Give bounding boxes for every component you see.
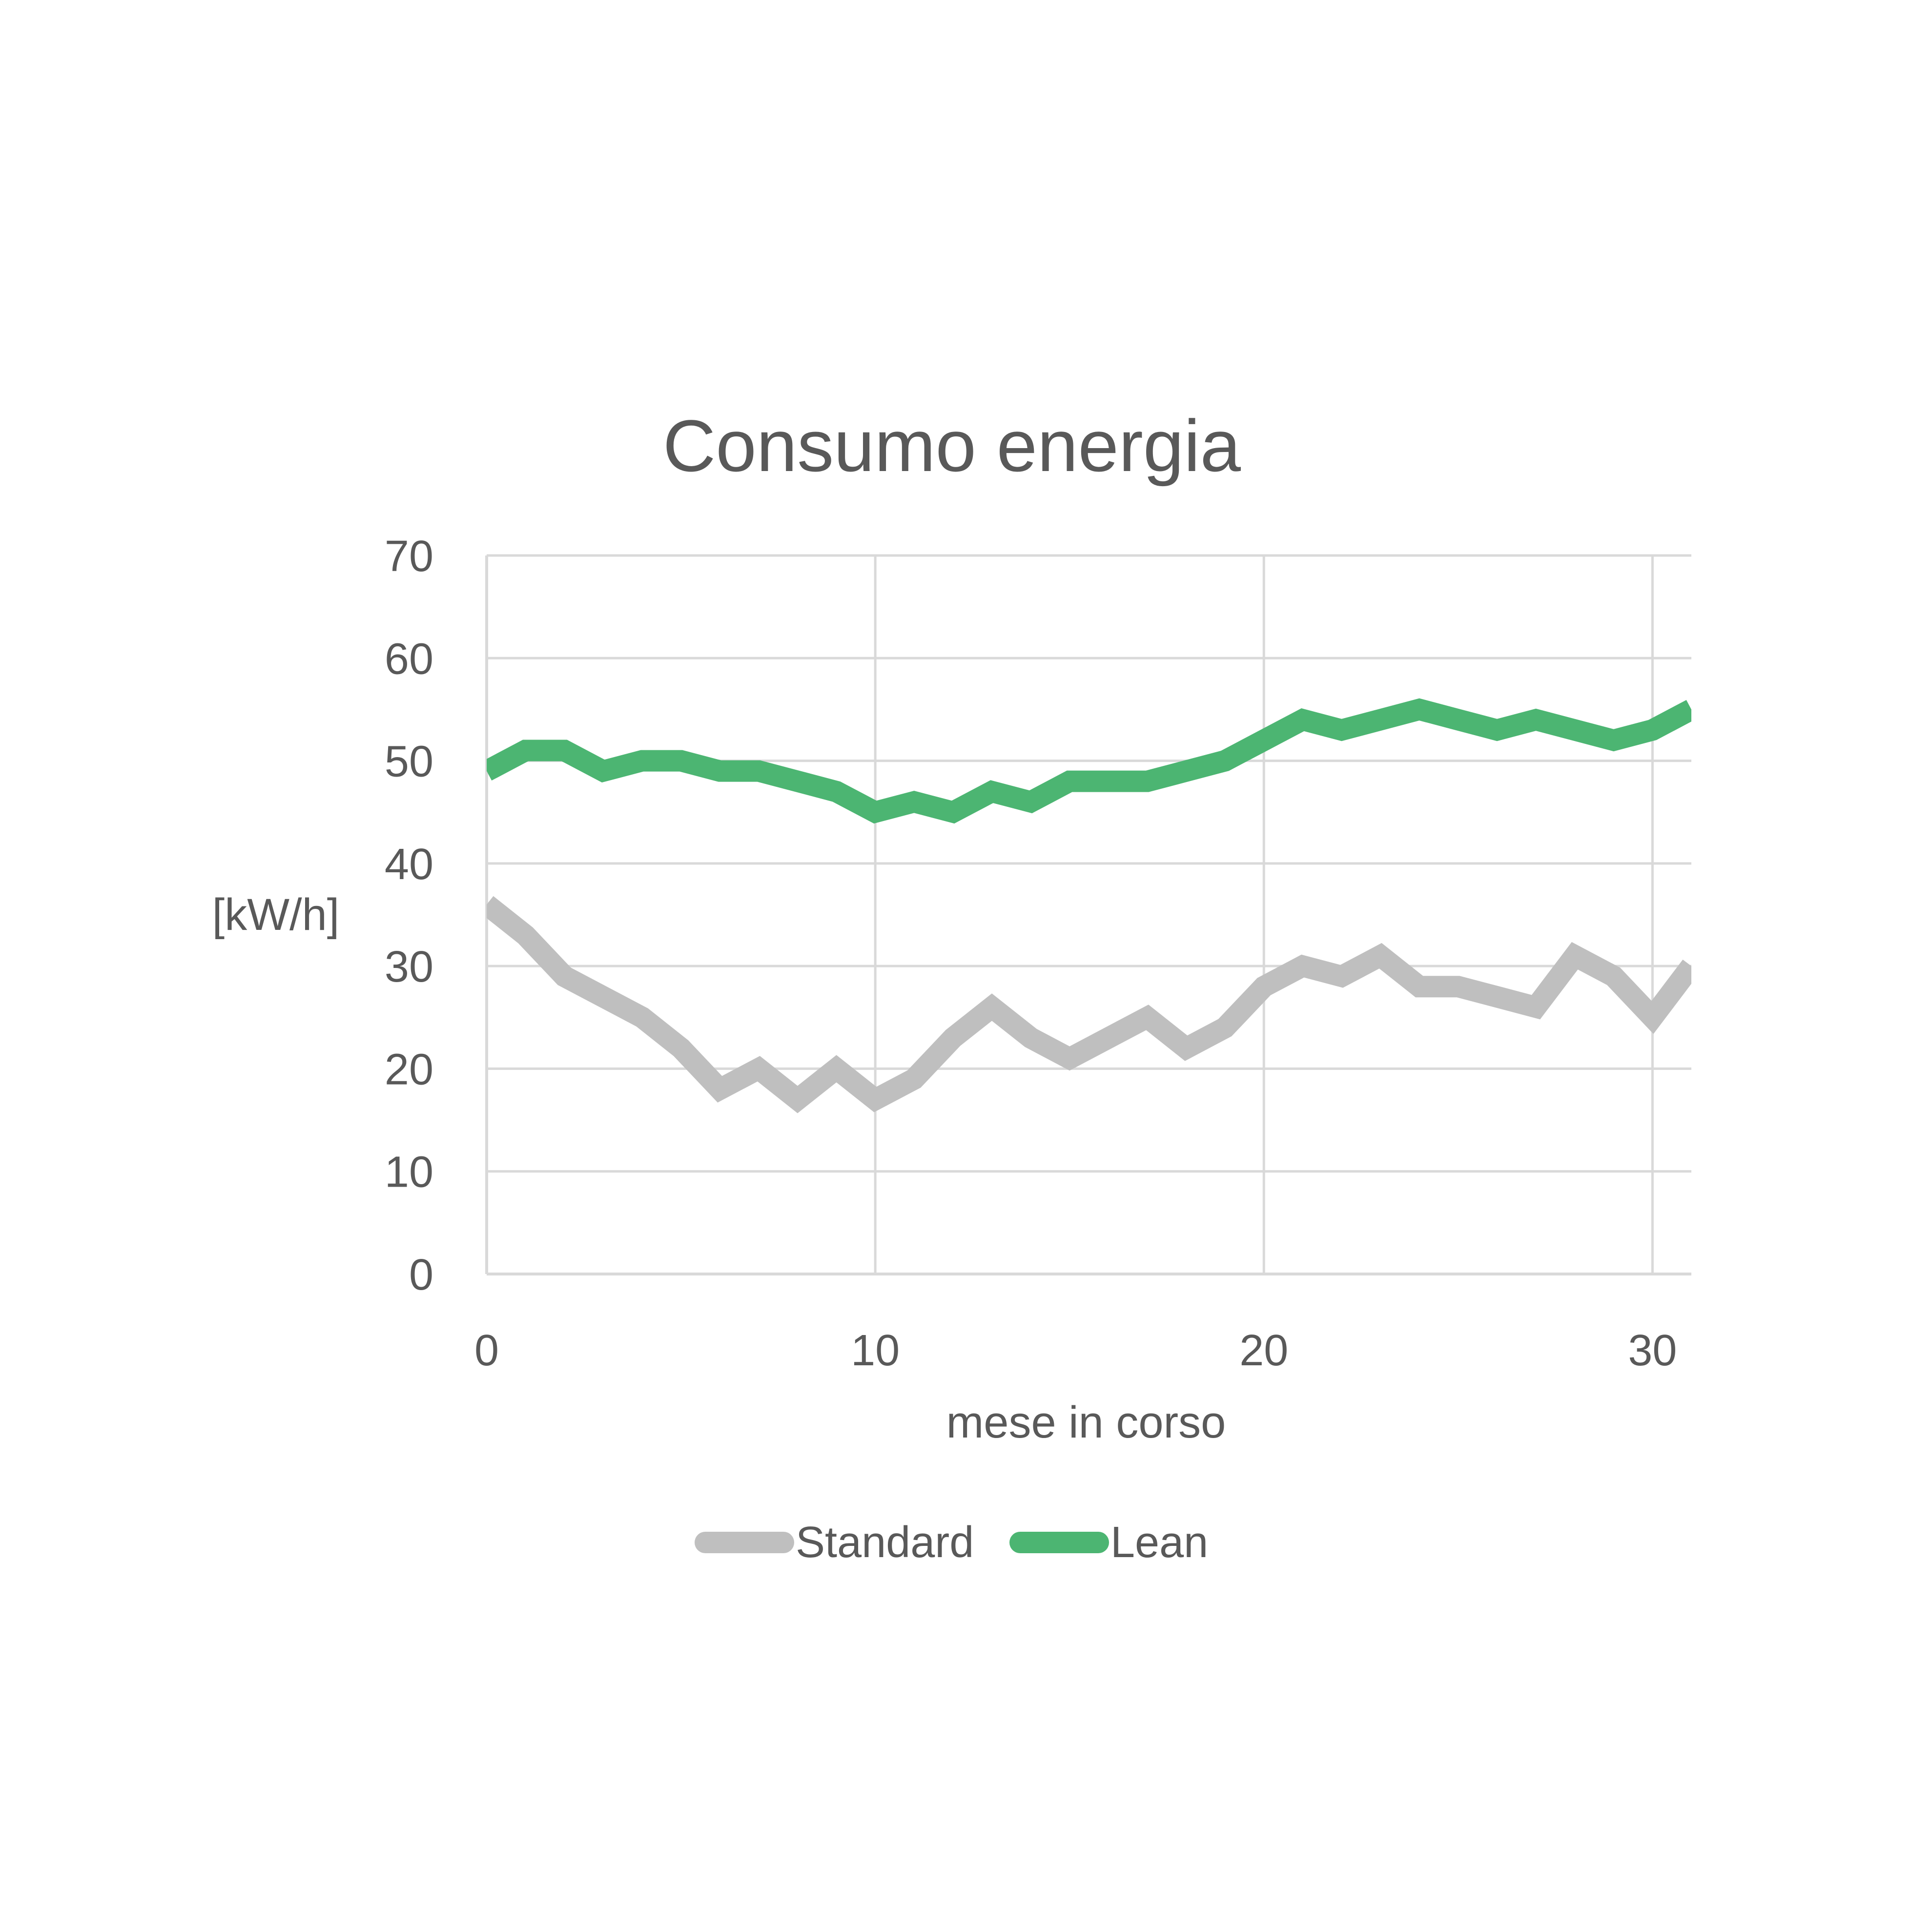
x-tick-label: 10 (851, 1326, 900, 1375)
plot-series (487, 698, 1691, 1113)
y-tick-label: 50 (385, 738, 433, 786)
y-tick-label: 30 (385, 943, 433, 991)
x-tick-label: 30 (1628, 1326, 1677, 1375)
x-axis-title: mese in corso (946, 1398, 1226, 1447)
series-line-standard (487, 896, 1691, 1113)
x-tick-label: 20 (1239, 1326, 1288, 1375)
gridlines (487, 554, 1691, 1274)
legend-label-lean: Lean (1110, 1518, 1208, 1567)
tick-labels: 0 10 20 30 40 50 60 70 0 10 20 30 (385, 532, 1677, 1375)
chart-title: Consumo energia (663, 405, 1241, 487)
y-tick-label: 60 (385, 635, 433, 683)
y-tick-label: 0 (409, 1251, 433, 1299)
y-tick-label: 40 (385, 840, 433, 889)
legend: Standard Lean (695, 1518, 1208, 1567)
series-line-lean (487, 698, 1691, 824)
y-tick-label: 70 (385, 532, 433, 581)
legend-label-standard: Standard (796, 1518, 974, 1567)
y-tick-label: 20 (385, 1045, 433, 1094)
y-axis-title: [kW/h] (212, 890, 340, 940)
y-tick-label: 10 (385, 1148, 433, 1197)
x-tick-label: 0 (474, 1326, 499, 1375)
